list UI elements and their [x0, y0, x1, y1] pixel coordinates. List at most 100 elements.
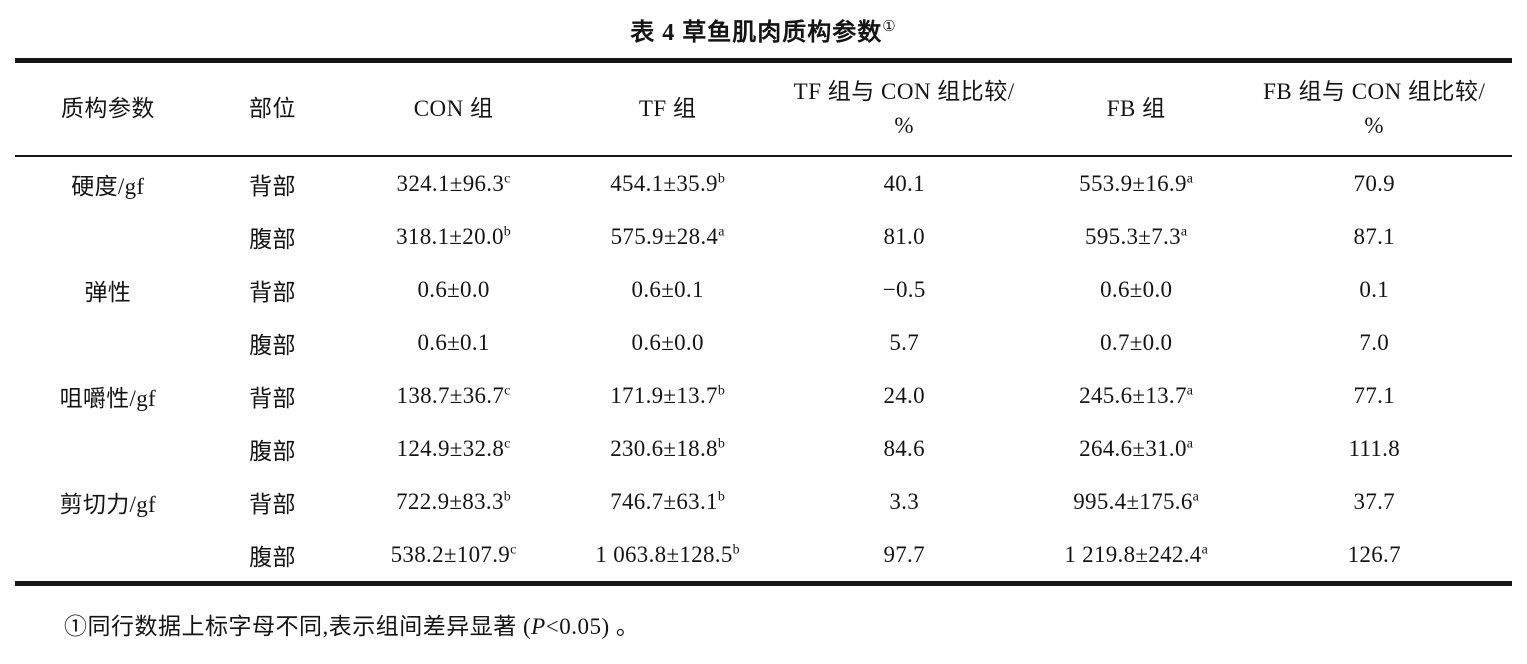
- value-cell: 0.7±0.0: [1100, 329, 1173, 355]
- value-cell: −0.5: [882, 276, 926, 302]
- table-title-text: 表 4 草鱼肌肉质构参数: [630, 20, 883, 46]
- significance-superscript: b: [732, 541, 740, 557]
- value-cell: 0.6±0.0: [1100, 276, 1173, 302]
- part-cell: 背部: [249, 491, 296, 517]
- column-header: 部位: [248, 96, 296, 121]
- value-cell: 124.9±32.8c: [396, 435, 511, 461]
- significance-superscript: a: [1180, 223, 1188, 239]
- value-cell: 1 219.8±242.4a: [1064, 541, 1209, 567]
- table-row: 腹部 318.1±20.0b 575.9±28.4a 81.0 595.3±7.3a 87…: [15, 210, 1512, 263]
- significance-superscript: b: [503, 223, 512, 239]
- part-cell: 腹部: [249, 332, 296, 358]
- table-row: 腹部 124.9±32.8c 230.6±18.8b 84.6 264.6±31.0a 1…: [15, 422, 1512, 475]
- parameter-cell: 咀嚼性/gf: [59, 385, 156, 411]
- value-cell: 318.1±20.0b: [396, 223, 512, 249]
- part-cell: 背部: [249, 173, 296, 199]
- value-cell: 77.1: [1353, 382, 1395, 408]
- value-cell: 595.3±7.3a: [1085, 223, 1188, 249]
- value-cell: 0.6±0.1: [631, 276, 704, 302]
- parameter-cell: [15, 210, 201, 263]
- value-cell: 553.9±16.9a: [1079, 170, 1194, 196]
- table-title-footnote-mark: ①: [882, 19, 897, 35]
- table-row: 腹部 0.6±0.1 0.6±0.0 5.7 0.7±0.0 7.0: [15, 316, 1512, 369]
- significance-superscript: c: [504, 435, 511, 451]
- value-cell: 245.6±13.7a: [1079, 382, 1194, 408]
- part-cell: 腹部: [249, 544, 296, 570]
- table-header-row: 质构参数 部位 CON 组 TF 组 TF 组与 CON 组比较/% FB 组 FB 组与 …: [15, 61, 1512, 156]
- texture-parameters-table: 质构参数 部位 CON 组 TF 组 TF 组与 CON 组比较/% FB 组 FB 组与 …: [15, 58, 1512, 586]
- value-cell: 5.7: [889, 329, 920, 355]
- value-cell: 126.7: [1347, 541, 1401, 567]
- footnote-text-after: <0.05) 。: [545, 614, 640, 639]
- significance-superscript: b: [717, 382, 726, 398]
- significance-superscript: a: [718, 223, 725, 239]
- part-cell: 背部: [249, 385, 296, 411]
- significance-superscript: a: [1186, 435, 1194, 451]
- footnote-text-before: ①同行数据上标字母不同,表示组间差异显著 (: [64, 614, 532, 639]
- table-title: 表 4 草鱼肌肉质构参数①: [0, 0, 1527, 47]
- parameter-cell: 弹性: [84, 279, 132, 305]
- value-cell: 7.0: [1359, 329, 1390, 355]
- value-cell: 37.7: [1353, 488, 1395, 514]
- column-header: 质构参数: [60, 96, 155, 121]
- parameter-cell: [15, 422, 201, 475]
- value-cell: 575.9±28.4a: [610, 223, 725, 249]
- footnote-p-symbol: P: [531, 614, 546, 639]
- table-head: 质构参数 部位 CON 组 TF 组 TF 组与 CON 组比较/% FB 组 FB 组与 …: [15, 61, 1512, 156]
- part-cell: 腹部: [249, 438, 296, 464]
- table-row: 弹性 背部 0.6±0.0 0.6±0.1 −0.5 0.6±0.0 0.1: [15, 263, 1512, 316]
- value-cell: 87.1: [1353, 223, 1395, 249]
- parameter-cell: 剪切力/gf: [59, 491, 156, 517]
- value-cell: 454.1±35.9b: [610, 170, 726, 196]
- table-row: 咀嚼性/gf 背部 138.7±36.7c 171.9±13.7b 24.0 245.6±…: [15, 369, 1512, 422]
- column-header: TF 组与 CON 组比较/%: [793, 79, 1015, 138]
- value-cell: 324.1±96.3c: [396, 170, 511, 196]
- value-cell: 84.6: [883, 435, 925, 461]
- value-cell: 230.6±18.8b: [610, 435, 726, 461]
- footnote: ①同行数据上标字母不同,表示组间差异显著 (P<0.05) 。: [64, 607, 1527, 641]
- significance-superscript: b: [717, 170, 726, 186]
- column-header: CON 组: [413, 96, 494, 121]
- value-cell: 111.8: [1348, 435, 1401, 461]
- significance-superscript: a: [1201, 541, 1209, 557]
- significance-superscript: c: [504, 170, 511, 186]
- column-header: FB 组与 CON 组比较/%: [1263, 79, 1486, 138]
- parameter-cell: [15, 528, 201, 584]
- value-cell: 0.6±0.1: [417, 329, 490, 355]
- table-row: 腹部 538.2±107.9c 1 063.8±128.5b 97.7 1 219.8±…: [15, 528, 1512, 584]
- part-cell: 背部: [249, 279, 296, 305]
- table-row: 硬度/gf 背部 324.1±96.3c 454.1±35.9b 40.1 553.9±1…: [15, 156, 1512, 210]
- value-cell: 746.7±63.1b: [610, 488, 726, 514]
- table-body: 硬度/gf 背部 324.1±96.3c 454.1±35.9b 40.1 553.9±1…: [15, 156, 1512, 584]
- value-cell: 40.1: [883, 170, 925, 196]
- value-cell: 0.1: [1359, 276, 1390, 302]
- significance-superscript: a: [1186, 382, 1194, 398]
- part-cell: 腹部: [249, 226, 296, 252]
- value-cell: 995.4±175.6a: [1073, 488, 1200, 514]
- value-cell: 538.2±107.9c: [390, 541, 517, 567]
- value-cell: 1 063.8±128.5b: [595, 541, 740, 567]
- significance-superscript: c: [510, 541, 517, 557]
- value-cell: 3.3: [889, 488, 920, 514]
- column-header: TF 组: [638, 96, 697, 121]
- significance-superscript: c: [504, 382, 511, 398]
- value-cell: 171.9±13.7b: [610, 382, 726, 408]
- value-cell: 70.9: [1353, 170, 1395, 196]
- value-cell: 0.6±0.0: [631, 329, 704, 355]
- value-cell: 97.7: [883, 541, 925, 567]
- significance-superscript: a: [1186, 170, 1194, 186]
- value-cell: 722.9±83.3b: [396, 488, 512, 514]
- column-header: FB 组: [1106, 96, 1166, 121]
- parameter-cell: 硬度/gf: [71, 173, 145, 199]
- parameter-cell: [15, 316, 201, 369]
- value-cell: 264.6±31.0a: [1079, 435, 1194, 461]
- table-row: 剪切力/gf 背部 722.9±83.3b 746.7±63.1b 3.3 995.4±1…: [15, 475, 1512, 528]
- value-cell: 138.7±36.7c: [396, 382, 511, 408]
- value-cell: 24.0: [883, 382, 925, 408]
- value-cell: 0.6±0.0: [417, 276, 490, 302]
- significance-superscript: b: [503, 488, 512, 504]
- significance-superscript: b: [717, 435, 726, 451]
- significance-superscript: b: [717, 488, 726, 504]
- value-cell: 81.0: [883, 223, 925, 249]
